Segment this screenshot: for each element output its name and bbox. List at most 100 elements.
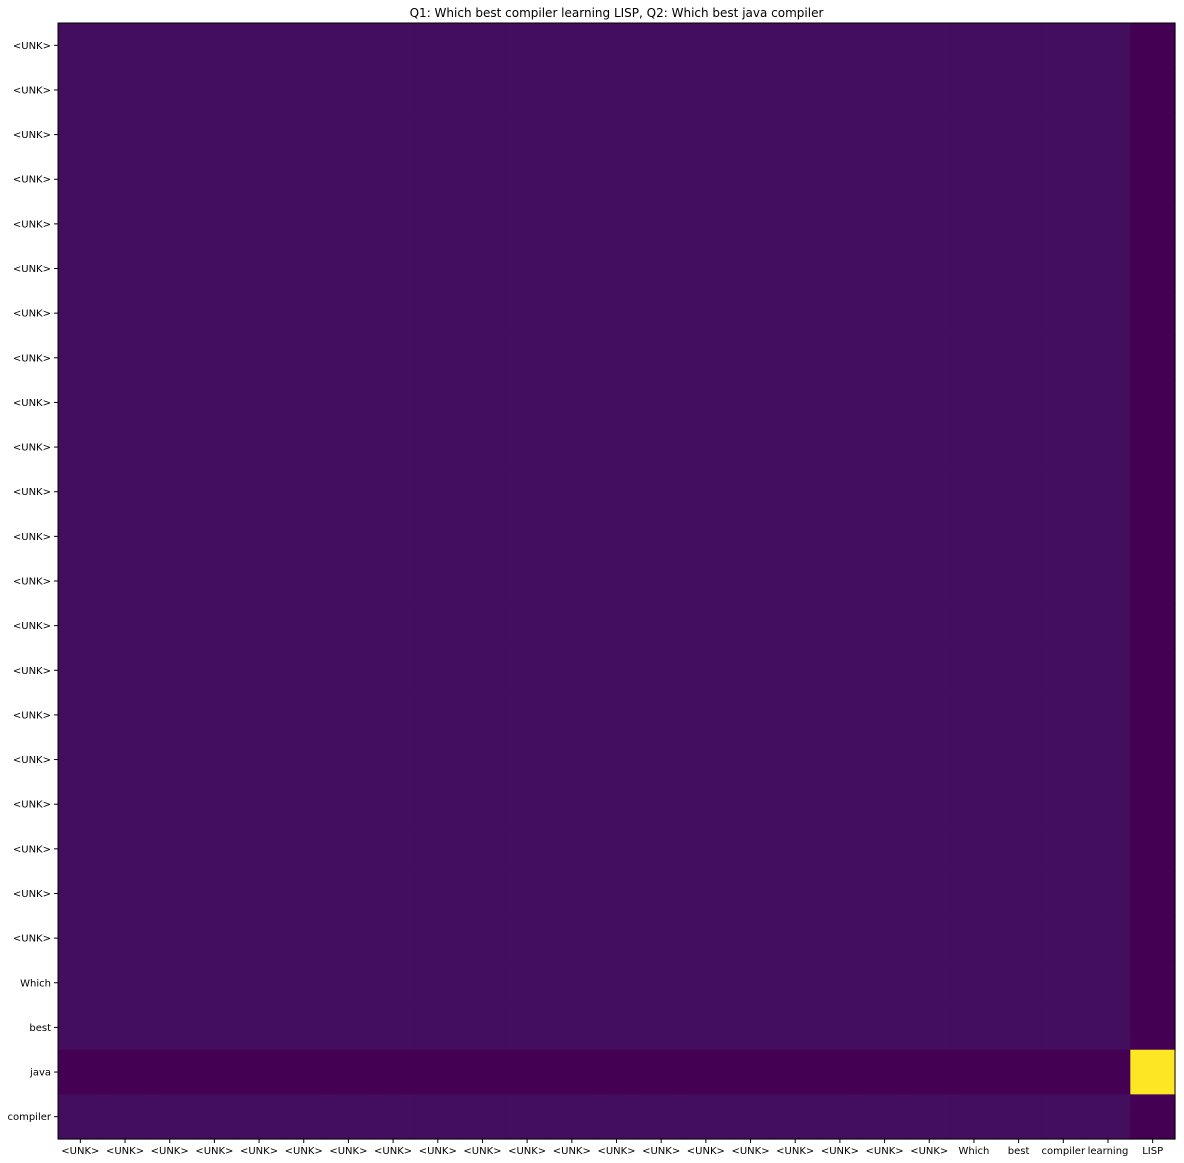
heatmap-cell bbox=[817, 737, 863, 783]
heatmap-cell bbox=[772, 335, 819, 381]
y-tick-label: <UNK> bbox=[13, 710, 51, 721]
heatmap-cell bbox=[906, 692, 953, 738]
y-tick-label: <UNK> bbox=[13, 844, 51, 855]
heatmap-cell bbox=[683, 469, 729, 515]
y-tick-label: <UNK> bbox=[13, 889, 51, 900]
heatmap-cell bbox=[370, 871, 417, 917]
heatmap-cell bbox=[638, 737, 685, 783]
heatmap-cell bbox=[326, 1094, 372, 1140]
heatmap-cell bbox=[460, 112, 506, 158]
heatmap-cell bbox=[996, 1049, 1042, 1095]
heatmap-cell bbox=[236, 335, 282, 381]
heatmap-cell bbox=[370, 424, 417, 470]
heatmap-cell bbox=[415, 246, 461, 292]
heatmap-cell bbox=[236, 781, 282, 828]
heatmap-cell bbox=[281, 424, 327, 470]
heatmap-cell bbox=[549, 692, 595, 738]
heatmap-cell bbox=[281, 737, 327, 783]
heatmap-cell bbox=[951, 156, 997, 203]
heatmap-cell bbox=[728, 156, 774, 203]
x-tick-label: <UNK> bbox=[642, 1146, 680, 1157]
heatmap-cell bbox=[236, 23, 282, 69]
heatmap-cell bbox=[728, 112, 774, 158]
heatmap-cell bbox=[728, 1005, 774, 1051]
heatmap-cell bbox=[862, 246, 908, 292]
heatmap-cell bbox=[460, 871, 506, 917]
heatmap-cell bbox=[817, 424, 863, 470]
heatmap-cell bbox=[817, 558, 863, 604]
y-tick-label: <UNK> bbox=[13, 130, 51, 141]
heatmap-cell bbox=[549, 156, 595, 203]
heatmap-cell bbox=[1130, 380, 1176, 426]
heatmap-cell bbox=[102, 1049, 148, 1095]
heatmap-cell bbox=[326, 156, 372, 203]
heatmap-cell bbox=[192, 781, 238, 828]
x-tick-label: learning bbox=[1088, 1146, 1129, 1157]
heatmap-cell bbox=[772, 424, 819, 470]
heatmap-cell bbox=[817, 290, 863, 337]
heatmap-cell bbox=[728, 781, 774, 828]
heatmap-cell bbox=[281, 915, 327, 962]
heatmap-cell bbox=[326, 112, 372, 158]
heatmap-cell bbox=[370, 380, 417, 426]
heatmap-cell bbox=[147, 737, 193, 783]
heatmap-cell bbox=[549, 424, 595, 470]
heatmap-cell bbox=[236, 692, 282, 738]
heatmap-cell bbox=[460, 737, 506, 783]
heatmap-cell bbox=[862, 469, 908, 515]
heatmap-cell bbox=[460, 67, 506, 113]
heatmap-cell bbox=[996, 246, 1042, 292]
heatmap-cell bbox=[728, 737, 774, 783]
heatmap-cell bbox=[951, 603, 997, 649]
heatmap-cell bbox=[862, 871, 908, 917]
heatmap-cell bbox=[326, 692, 372, 738]
heatmap-cell bbox=[504, 647, 551, 694]
x-tick-label: <UNK> bbox=[151, 1146, 189, 1157]
heatmap-cell bbox=[1130, 915, 1176, 962]
heatmap-cell bbox=[192, 871, 238, 917]
heatmap-cell bbox=[460, 23, 506, 69]
heatmap-cell bbox=[147, 67, 193, 113]
y-tick-label: <UNK> bbox=[13, 755, 51, 766]
heatmap-cell bbox=[504, 67, 551, 113]
heatmap-cell bbox=[58, 112, 104, 158]
heatmap-cell bbox=[236, 960, 282, 1006]
heatmap-cell bbox=[1040, 112, 1087, 158]
heatmap-cell bbox=[415, 558, 461, 604]
heatmap-cell bbox=[236, 514, 282, 560]
heatmap-cell bbox=[862, 647, 908, 694]
y-tick-label: <UNK> bbox=[13, 175, 51, 186]
heatmap-cell bbox=[1040, 960, 1087, 1006]
heatmap-cell bbox=[594, 469, 640, 515]
heatmap-cell bbox=[281, 23, 327, 69]
heatmap-cell bbox=[906, 737, 953, 783]
heatmap-cell bbox=[1130, 112, 1176, 158]
heatmap-cell bbox=[192, 558, 238, 604]
heatmap-cell bbox=[370, 1049, 417, 1095]
heatmap-cell bbox=[281, 692, 327, 738]
heatmap-cell bbox=[817, 960, 863, 1006]
heatmap-cell bbox=[772, 1094, 819, 1140]
heatmap-cell bbox=[1085, 424, 1131, 470]
heatmap-cell bbox=[638, 201, 685, 247]
heatmap-cell bbox=[594, 201, 640, 247]
heatmap-cell bbox=[192, 112, 238, 158]
y-tick-label: <UNK> bbox=[13, 577, 51, 588]
heatmap-cell bbox=[683, 647, 729, 694]
heatmap-cell bbox=[683, 1005, 729, 1051]
x-tick-label: <UNK> bbox=[61, 1146, 99, 1157]
heatmap-cell bbox=[638, 871, 685, 917]
heatmap-cell bbox=[683, 112, 729, 158]
heatmap-cell bbox=[996, 737, 1042, 783]
heatmap-cell bbox=[102, 156, 148, 203]
y-tick-label: <UNK> bbox=[13, 666, 51, 677]
heatmap-cell bbox=[906, 23, 953, 69]
heatmap-cell bbox=[147, 1049, 193, 1095]
heatmap-cell bbox=[772, 737, 819, 783]
heatmap-cell bbox=[192, 960, 238, 1006]
heatmap-cell bbox=[1085, 290, 1131, 337]
heatmap-cell bbox=[1040, 826, 1087, 872]
heatmap-cell bbox=[549, 781, 595, 828]
heatmap-cell bbox=[1085, 514, 1131, 560]
